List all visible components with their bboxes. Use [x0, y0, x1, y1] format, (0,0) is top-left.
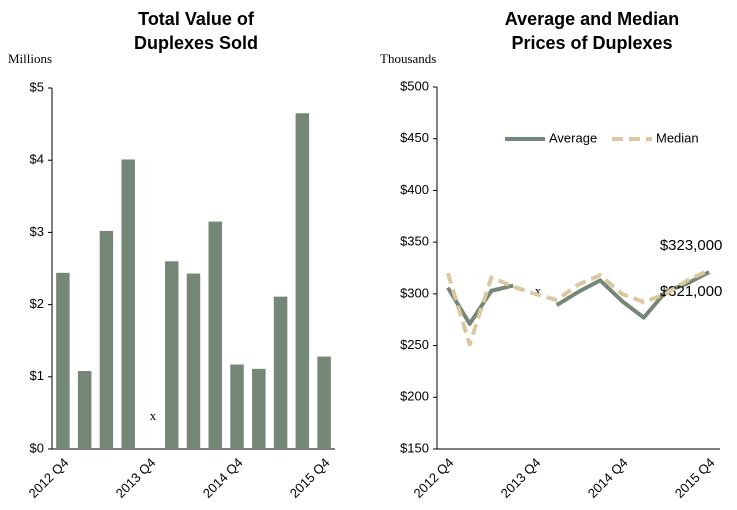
y-tick-label: $400	[400, 182, 429, 197]
annotation: x	[150, 408, 157, 423]
y-tick-label: $5	[30, 79, 44, 94]
x-tick-label: 2015 Q4	[287, 455, 333, 501]
data-label: $321,000	[660, 283, 723, 300]
x-tick-label: 2014 Q4	[200, 455, 246, 501]
data-label: $323,000	[660, 237, 723, 254]
annotation: x	[535, 283, 542, 298]
y-axis-label: Millions	[8, 51, 52, 66]
chart-title: Duplexes Sold	[134, 33, 258, 53]
bar	[317, 356, 331, 449]
y-tick-label: $450	[400, 130, 429, 145]
y-axis-label: Thousands	[380, 51, 436, 66]
line-series	[445, 268, 710, 347]
y-tick-label: $350	[400, 234, 429, 249]
bar	[252, 368, 266, 449]
y-tick-label: $250	[400, 337, 429, 352]
legend-label: Average	[549, 130, 597, 145]
y-tick-label: $4	[30, 152, 44, 167]
y-tick-label: $0	[30, 440, 44, 455]
y-tick-label: $2	[30, 296, 44, 311]
bar	[230, 364, 244, 449]
y-tick-label: $150	[400, 440, 429, 455]
bar	[77, 371, 92, 449]
bar	[99, 230, 114, 449]
bar	[295, 113, 310, 450]
x-tick-label: 2013 Q4	[113, 455, 159, 501]
bar	[273, 296, 288, 449]
x-tick-label: 2014 Q4	[585, 455, 631, 501]
bar	[186, 273, 201, 449]
y-tick-label: $3	[30, 224, 44, 239]
bar	[121, 159, 135, 449]
x-tick-label: 2012 Q4	[411, 455, 457, 501]
bar	[56, 272, 70, 449]
legend-label: Median	[656, 130, 699, 145]
x-tick-label: 2013 Q4	[498, 455, 544, 501]
x-tick-label: 2015 Q4	[672, 455, 718, 501]
x-tick-label: 2012 Q4	[26, 455, 72, 501]
y-tick-label: $200	[400, 389, 429, 404]
y-tick-label: $1	[30, 368, 44, 383]
bar	[208, 221, 223, 449]
chart-title: Average and Median	[505, 9, 679, 29]
chart-title: Total Value of	[138, 9, 255, 29]
y-tick-label: $500	[400, 78, 429, 93]
y-tick-label: $300	[400, 285, 429, 300]
chart-title: Prices of Duplexes	[511, 33, 672, 53]
bar	[164, 261, 179, 449]
